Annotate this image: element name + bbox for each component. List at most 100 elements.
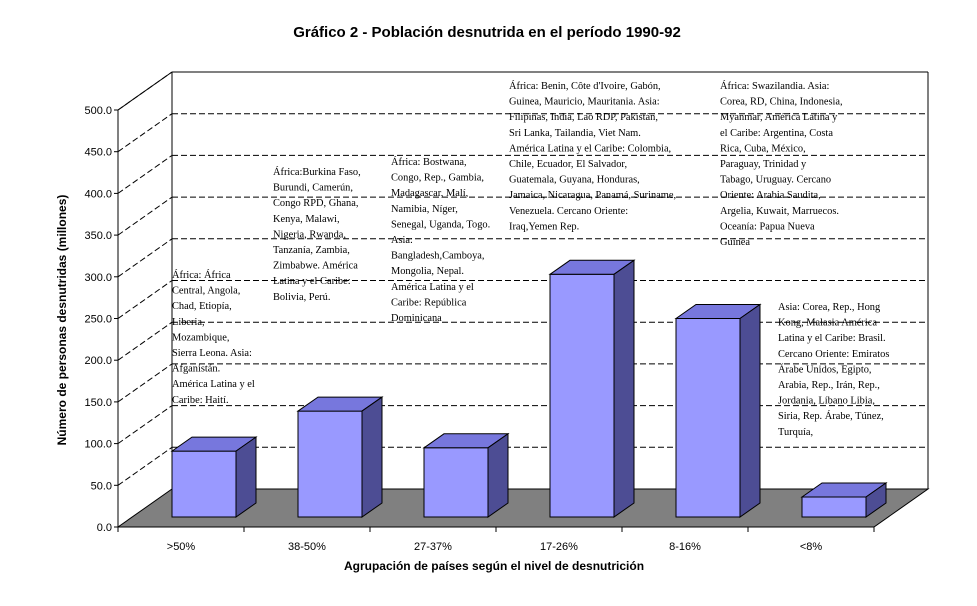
y-tick-label: 100.0 <box>84 439 112 451</box>
gridline-diagonal <box>117 446 173 486</box>
annotation-line: Corea, RD, China, Indonesia, <box>720 97 843 108</box>
bar-side <box>613 259 635 518</box>
annotation-line: Argelia, Kuwait, Marruecos. <box>720 206 839 217</box>
y-axis-ticks: 0.0 50.0 100.0 150.0 200.0 250.0 300.0 350.0 400… <box>84 105 118 534</box>
annotation-block: África: Bostwana, Congo, Rep., Gambia, Mad… <box>391 156 490 324</box>
bar <box>675 318 741 518</box>
y-tick-label: 350.0 <box>84 230 112 242</box>
gridline-diagonal <box>117 71 173 111</box>
gridline-diagonal <box>117 405 173 445</box>
annotation-line: Congo RPD, Ghana, <box>273 198 358 209</box>
annotation-line: Senegal, Uganda, Togo. <box>391 219 490 230</box>
bar-side <box>487 432 509 518</box>
annotation-line: Asia: Corea, Rep., Hong <box>778 302 880 313</box>
annotation-line: Árabe Unidos, Egipto, <box>778 363 872 375</box>
annotation-line: Rica, Cuba, México, <box>720 143 806 154</box>
annotation-line: América Latina y el <box>391 282 474 293</box>
gridline-diagonal <box>117 238 173 278</box>
bar <box>801 496 867 518</box>
annotation-line: Jordania, Líbano Libia, <box>778 396 875 407</box>
chart-title: Gráfico 2 - Población desnutrida en el p… <box>293 24 681 41</box>
annotation-line: Asia: <box>391 235 413 246</box>
bar-side <box>865 482 887 518</box>
annotation-line: el Caribe: Argentina, Costa <box>720 128 833 139</box>
annotation-line: Caribe: República <box>391 297 467 308</box>
annotation-line: Latina y el Caribe: <box>273 276 351 287</box>
gridline-diagonal <box>117 154 173 194</box>
annotation-line: Guinea <box>720 237 750 248</box>
annotation-line: Caribe: Haití. <box>172 395 229 406</box>
annotation-line: Iraq,Yemen Rep. <box>509 221 579 232</box>
annotation-line: Venezuela. Cercano Oriente: <box>509 206 628 217</box>
bar <box>549 273 615 518</box>
y-tick-label: 0.0 <box>97 522 112 534</box>
annotation-block: África: África Central, Angola, Chad, Etio… <box>172 269 255 406</box>
annotation-line: Nigeria, Rwanda, <box>273 229 346 240</box>
bars <box>170 259 888 518</box>
gridline-diagonal <box>117 113 173 153</box>
y-tick-label: 450.0 <box>84 147 112 159</box>
annotation-line: Sri Lanka, Tailandia, Viet Nam. <box>509 128 641 139</box>
annotation-line: Oriente: Arabia Saudita, <box>720 190 821 201</box>
bar-side <box>361 396 383 518</box>
y-tick-label: 50.0 <box>91 480 112 492</box>
annotation-line: África:Burkina Faso, <box>273 166 361 178</box>
annotation-line: Bolivia, Perú. <box>273 292 330 303</box>
bar <box>423 447 489 518</box>
x-tick-label: 27-37% <box>414 541 452 553</box>
bar <box>297 410 363 518</box>
x-tick-label: <8% <box>800 541 823 553</box>
annotation-line: Chad, Etiopía, <box>172 301 232 312</box>
annotation-line: Zimbabwe. América <box>273 261 358 272</box>
annotation-line: Mozambique, <box>172 332 229 343</box>
annotation-line: Bangladesh,Camboya, <box>391 251 485 262</box>
x-tick-label: 17-26% <box>540 541 578 553</box>
gridline-diagonal <box>117 280 173 319</box>
annotation-line: Arabia, Rep., Irán, Rep., <box>778 380 880 391</box>
annotation-block: África: Swazilandia. Asia: Corea, RD, Chi… <box>720 80 843 248</box>
annotation-line: Central, Angola, <box>172 286 240 297</box>
annotation-line: Tanzanía, Zambia, <box>273 245 350 256</box>
annotation-block: África: Benin, Côte d'Ivoire, Gabón, Guin… <box>509 80 676 232</box>
x-tick-label: 38-50% <box>288 541 326 553</box>
gridline-diagonal <box>117 363 173 403</box>
gridlines <box>117 71 928 486</box>
annotation-line: América Latina y el <box>172 379 255 390</box>
annotation-line: Dominicana <box>391 313 442 324</box>
annotation-line: Cercano Oriente: Emiratos <box>778 349 889 360</box>
y-tick-label: 400.0 <box>84 188 112 200</box>
gridline-diagonal <box>117 196 173 236</box>
annotation-line: África: Benin, Côte d'Ivoire, Gabón, <box>509 80 661 92</box>
x-axis-ticks: >50% 38-50% 27-37% 17-26% 8-16% <8% <box>117 527 875 553</box>
annotation-line: Tabago, Uruguay. Cercano <box>720 175 831 186</box>
annotation-block: África:Burkina Faso, Burundi, Camerún, Con… <box>273 166 361 303</box>
annotation-line: Namibia, Níger, <box>391 204 458 215</box>
annotation-line: América Latina y el Caribe: Colombia, <box>509 143 671 154</box>
annotation-line: África: África <box>172 269 231 281</box>
annotation-line: Mongolia, Nepal. <box>391 266 464 277</box>
y-tick-label: 150.0 <box>84 397 112 409</box>
annotation-line: Kenya, Malawi, <box>273 214 340 225</box>
bar-side <box>235 436 257 518</box>
annotation-line: Jamaica, Nicaragua, Panamá, Suriname, <box>509 190 676 201</box>
y-tick-label: 200.0 <box>84 355 112 367</box>
annotation-line: Chile, Ecuador, El Salvador, <box>509 159 627 170</box>
gridline-diagonal <box>117 321 173 361</box>
annotation-line: Latina y el Caribe: Brasil. <box>778 333 886 344</box>
annotation-line: África: Bostwana, <box>391 156 467 168</box>
x-tick-label: 8-16% <box>669 541 701 553</box>
annotation-line: Turquía, <box>778 427 813 438</box>
x-tick-label: >50% <box>167 541 196 553</box>
annotations: África: África Central, Angola, Chad, Etio… <box>172 80 889 438</box>
annotation-line: Madagascar, Malí, <box>391 188 468 199</box>
annotation-line: Oceanía: Papua Nueva <box>720 221 815 232</box>
annotation-line: Siria, Rep. Árabe, Túnez, <box>778 410 884 422</box>
annotation-line: Burundi, Camerún, <box>273 183 353 194</box>
annotation-line: Myanmar, América Latina y <box>720 112 838 123</box>
annotation-line: Kong, Malasia América <box>778 318 877 329</box>
y-tick-label: 500.0 <box>84 105 112 117</box>
annotation-line: Paraguay, Trinidad y <box>720 159 807 170</box>
annotation-line: Filipinas, India, Lao RDP, Pakistán, <box>509 112 658 123</box>
